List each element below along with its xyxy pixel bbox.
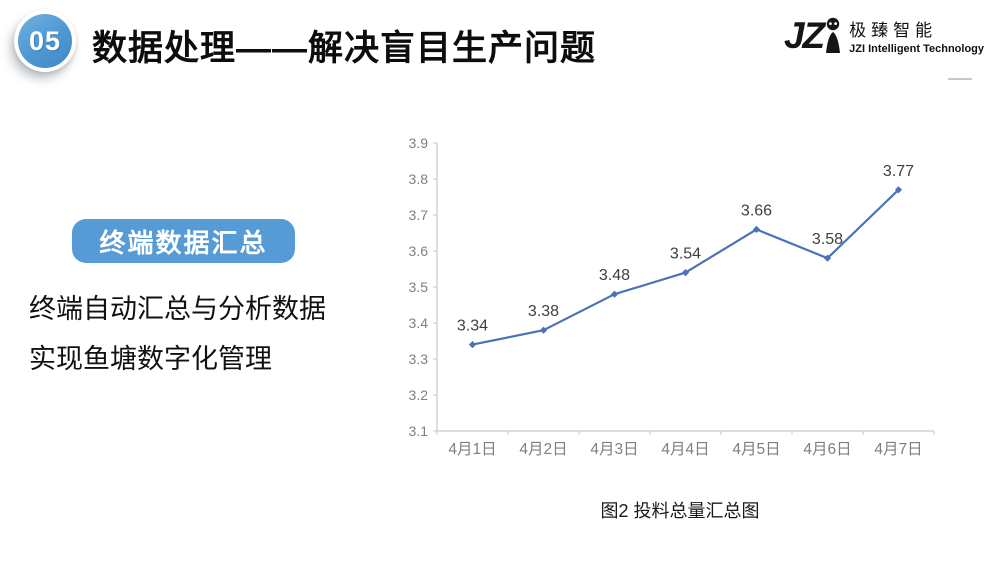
robot-icon [826, 17, 841, 53]
svg-text:4月3日: 4月3日 [590, 441, 638, 458]
svg-text:3.66: 3.66 [741, 202, 772, 219]
figure-caption: 图2 投料总量汇总图 [600, 501, 760, 521]
svg-text:4月7日: 4月7日 [874, 441, 922, 458]
svg-text:4月6日: 4月6日 [803, 441, 851, 458]
section-number-badge: 05 [14, 10, 76, 72]
company-logo: JZ 极臻智能 JZI Intelligent Technology [783, 15, 984, 80]
logo-cn-name: 极臻智能 [849, 21, 938, 40]
logo-text-block: 极臻智能 JZI Intelligent Technology [849, 16, 984, 55]
description-line-1: 终端自动汇总与分析数据 [29, 294, 326, 324]
description-line-2: 实现鱼塘数字化管理 [29, 344, 272, 374]
page-title: 数据处理——解决盲目生产问题 [92, 29, 597, 68]
svg-text:4月1日: 4月1日 [448, 441, 496, 458]
feed-total-line-chart: 3.1 3.2 3.3 3.4 3.5 3.6 3.7 3.8 3.9 4月1日 4月2日 4月3日 4… [400, 113, 960, 473]
line-chart-svg: 3.1 3.2 3.3 3.4 3.5 3.6 3.7 3.8 3.9 4月1日 4月2日 4月3日 4… [409, 135, 935, 458]
svg-text:3.9: 3.9 [409, 135, 429, 151]
section-number: 05 [18, 14, 72, 68]
logo-mark-text: JZ [783, 15, 825, 56]
svg-text:4月5日: 4月5日 [732, 441, 780, 458]
svg-text:3.5: 3.5 [409, 279, 429, 295]
svg-text:3.38: 3.38 [528, 303, 559, 320]
svg-text:3.34: 3.34 [457, 318, 488, 335]
svg-text:4月2日: 4月2日 [519, 441, 567, 458]
svg-text:3.54: 3.54 [670, 246, 701, 263]
svg-text:3.4: 3.4 [409, 315, 429, 331]
svg-text:3.7: 3.7 [409, 207, 429, 223]
svg-text:3.58: 3.58 [812, 231, 843, 248]
svg-text:3.1: 3.1 [409, 423, 429, 439]
terminal-data-summary-tag: 终端数据汇总 [72, 219, 295, 263]
logo-underline [948, 78, 972, 80]
svg-text:4月4日: 4月4日 [661, 441, 709, 458]
svg-text:3.77: 3.77 [883, 163, 914, 180]
svg-text:3.6: 3.6 [409, 243, 429, 259]
svg-text:3.3: 3.3 [409, 351, 429, 367]
svg-text:3.8: 3.8 [409, 171, 429, 187]
logo-en-name: JZI Intelligent Technology [849, 43, 984, 55]
svg-text:3.48: 3.48 [599, 267, 630, 284]
svg-text:3.2: 3.2 [409, 387, 429, 403]
